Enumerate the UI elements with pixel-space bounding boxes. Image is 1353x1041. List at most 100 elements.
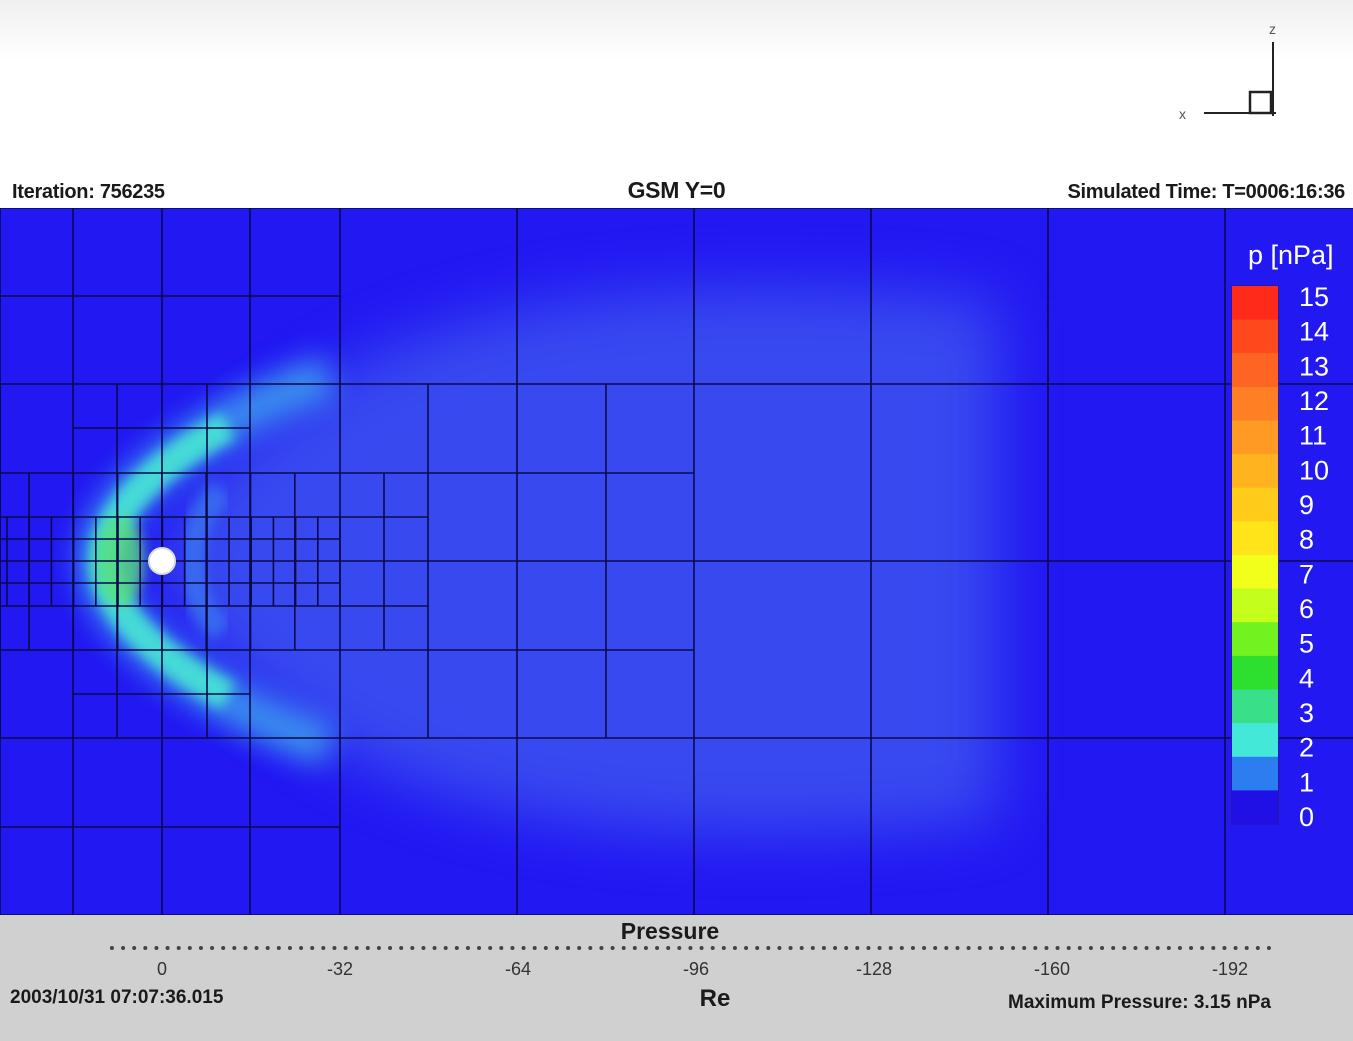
x-minor-tick — [399, 946, 404, 950]
x-minor-tick — [454, 946, 459, 950]
axis-orientation-icon: z x — [1179, 21, 1276, 122]
x-minor-tick — [354, 946, 359, 950]
x-minor-tick — [666, 946, 671, 950]
x-tick-label: -192 — [1212, 959, 1248, 979]
x-minor-tick — [510, 946, 515, 950]
x-axis: 0 -32 -64 -96 -128 -160 -192 — [109, 946, 1271, 979]
colorbar-segment — [1232, 790, 1278, 825]
x-minor-tick — [477, 946, 482, 950]
header-area — [0, 0, 1353, 210]
colorbar-segment — [1232, 588, 1278, 623]
x-minor-tick — [1255, 946, 1260, 950]
colorbar-segment — [1232, 286, 1278, 321]
x-minor-tick — [1111, 946, 1116, 950]
x-minor-tick — [254, 946, 259, 950]
x-minor-tick — [1144, 946, 1149, 950]
x-minor-tick — [1177, 946, 1182, 950]
x-minor-tick — [521, 946, 526, 950]
date-timestamp: 2003/10/31 07:07:36.015 — [10, 987, 224, 1008]
x-minor-tick — [365, 946, 370, 950]
x-minor-tick — [176, 946, 181, 950]
x-minor-tick — [432, 946, 437, 950]
x-minor-tick — [777, 946, 782, 950]
x-minor-tick — [710, 946, 715, 950]
x-minor-tick — [866, 946, 871, 950]
x-minor-tick — [1077, 946, 1082, 950]
colorbar-tick-label: 5 — [1299, 629, 1314, 659]
z-axis-label: z — [1269, 21, 1276, 37]
x-minor-tick — [810, 946, 815, 950]
x-minor-tick — [877, 946, 882, 950]
x-minor-tick — [388, 946, 393, 950]
x-minor-tick — [721, 946, 726, 950]
footer-area: 0 -32 -64 -96 -128 -160 -192 — [0, 915, 1353, 1041]
colorbar-tick-label: 12 — [1299, 386, 1329, 416]
x-minor-tick — [310, 946, 315, 950]
x-minor-tick — [1233, 946, 1238, 950]
plot-variable-title: Pressure — [620, 918, 720, 944]
x-minor-tick — [799, 946, 804, 950]
x-minor-tick — [499, 946, 504, 950]
x-minor-tick — [221, 946, 226, 950]
x-minor-tick — [1100, 946, 1105, 950]
x-minor-tick — [287, 946, 292, 950]
colorbar-segment — [1232, 420, 1278, 455]
pressure-plot: p [nPa] 15 14 13 12 11 10 9 8 7 6 5 4 3 2 1 0 — [0, 207, 1353, 916]
x-minor-tick — [1211, 946, 1216, 950]
x-tick-label: -32 — [327, 959, 353, 979]
x-axis-label: x — [1179, 106, 1186, 122]
colorbar-segment — [1232, 723, 1278, 758]
x-minor-tick — [755, 946, 760, 950]
x-minor-tick — [699, 946, 704, 950]
x-minor-tick — [922, 946, 927, 950]
x-minor-tick — [788, 946, 793, 950]
x-minor-tick — [187, 946, 192, 950]
x-minor-tick — [276, 946, 281, 950]
x-minor-tick — [588, 946, 593, 950]
colorbar-segment — [1232, 353, 1278, 388]
x-minor-tick — [121, 946, 126, 950]
x-minor-tick — [410, 946, 415, 950]
x-minor-tick — [688, 946, 693, 950]
colorbar-segment — [1232, 487, 1278, 522]
colorbar-tick-label: 4 — [1299, 663, 1314, 693]
colorbar-segment — [1232, 655, 1278, 690]
colorbar-tick-label: 10 — [1299, 455, 1329, 485]
x-minor-tick — [855, 946, 860, 950]
x-minor-tick — [299, 946, 304, 950]
x-minor-tick — [577, 946, 582, 950]
colorbar-tick-label: 13 — [1299, 351, 1329, 381]
x-minor-tick — [321, 946, 326, 950]
colorbar-segment — [1232, 689, 1278, 724]
x-minor-tick — [532, 946, 537, 950]
colorbar-tick-label: 0 — [1299, 802, 1314, 832]
x-minor-tick — [677, 946, 682, 950]
x-minor-tick — [955, 946, 960, 950]
x-minor-tick — [888, 946, 893, 950]
x-minor-tick — [143, 946, 148, 950]
x-minor-tick — [1222, 946, 1227, 950]
x-minor-tick — [1011, 946, 1016, 950]
x-minor-tick — [154, 946, 159, 950]
x-tick-label: -96 — [683, 959, 709, 979]
x-minor-tick — [1155, 946, 1160, 950]
x-minor-tick — [443, 946, 448, 950]
maximum-pressure-label: Maximum Pressure: 3.15 nPa — [1008, 992, 1271, 1013]
colorbar-segment — [1232, 319, 1278, 354]
x-minor-tick — [643, 946, 648, 950]
x-minor-tick — [632, 946, 637, 950]
x-minor-tick — [988, 946, 993, 950]
x-minor-tick — [243, 946, 248, 950]
colorbar-tick-label: 1 — [1299, 767, 1314, 797]
x-minor-tick — [1200, 946, 1205, 950]
colorbar-tick-label: 15 — [1299, 282, 1329, 312]
x-minor-tick — [1033, 946, 1038, 950]
x-minor-tick — [933, 946, 938, 950]
colorbar-tick-label: 14 — [1299, 317, 1329, 347]
x-minor-tick — [732, 946, 737, 950]
x-minor-tick — [1189, 946, 1194, 950]
x-minor-tick — [543, 946, 548, 950]
colorbar-segment — [1232, 454, 1278, 489]
x-minor-tick — [899, 946, 904, 950]
x-minor-tick — [1066, 946, 1071, 950]
